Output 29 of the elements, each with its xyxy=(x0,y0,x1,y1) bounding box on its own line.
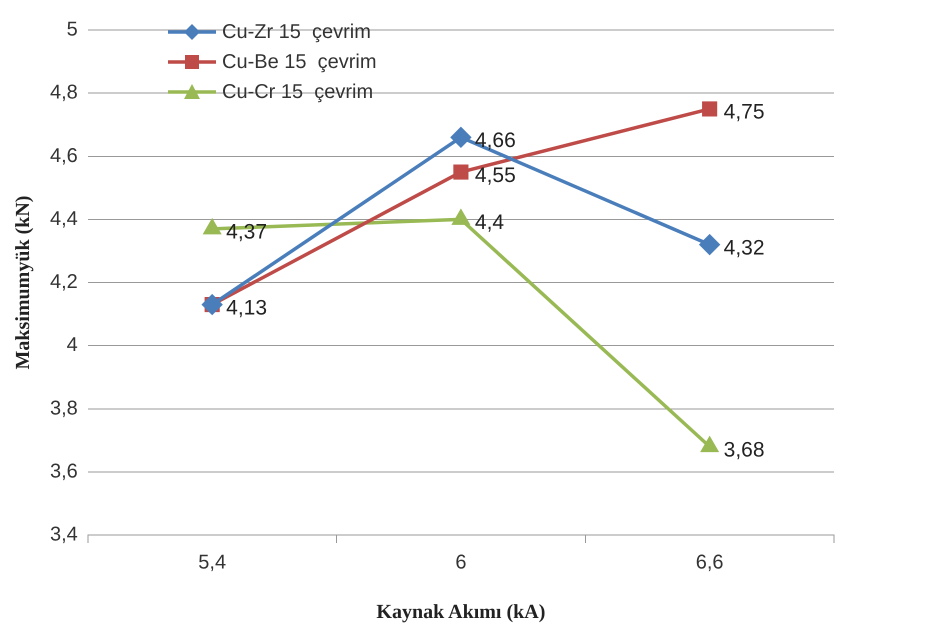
legend-label: Cu-Be 15 çevrim xyxy=(222,50,376,74)
data-label: 4,4 xyxy=(474,211,504,234)
x-tick-label: 6,6 xyxy=(696,552,724,574)
point xyxy=(453,164,468,180)
y-tick-label: 5 xyxy=(66,18,78,41)
x-tick-label: 5,4 xyxy=(198,552,226,574)
x-tick-label: 6 xyxy=(455,552,466,574)
y-tick-label: 3,8 xyxy=(50,397,78,420)
data-label: 4,32 xyxy=(724,236,765,260)
y-tick-label: 4,4 xyxy=(50,208,78,230)
y-tick-label: 4 xyxy=(66,334,78,356)
point xyxy=(702,101,718,116)
y-axis-title: Maksimumyük (kN) xyxy=(12,196,34,370)
data-label: 4,55 xyxy=(474,164,516,187)
data-label: 4,66 xyxy=(474,129,516,152)
legend-label: Cu-Cr 15 çevrim xyxy=(222,80,374,104)
y-tick-label: 4,8 xyxy=(50,82,78,104)
data-label: 3,68 xyxy=(724,438,765,462)
point xyxy=(450,126,472,148)
point xyxy=(699,234,720,256)
point xyxy=(700,436,719,452)
legend-label: Cu-Zr 15 çevrim xyxy=(222,20,371,44)
data-label: 4,13 xyxy=(226,296,268,320)
y-tick-label: 4,6 xyxy=(50,144,78,167)
data-label: 4,75 xyxy=(724,100,765,124)
y-tick-label: 4,2 xyxy=(50,271,78,294)
x-axis-title: Kaynak Akımı (kA) xyxy=(376,601,546,624)
y-tick-label: 3,4 xyxy=(50,524,78,546)
y-tick-label: 3,6 xyxy=(50,460,78,482)
